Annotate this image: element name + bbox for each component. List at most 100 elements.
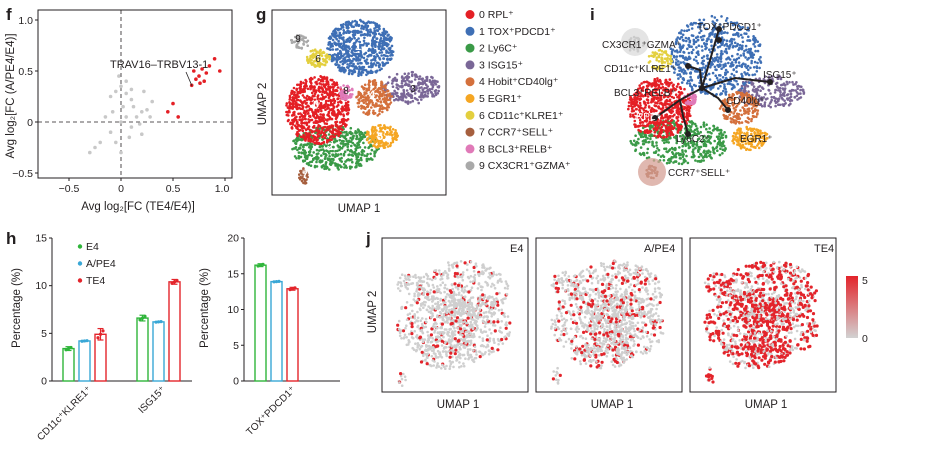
panel-f-points [88,57,222,155]
panel-f-point [194,77,198,81]
panel-g-frame [271,9,447,196]
panel-i-cluster-4 [718,91,760,125]
bar-ape4 [270,280,283,382]
bar-ytick: 5 [41,328,47,340]
panel-g-legend: 0 RPL⁺ 1 TOX⁺PDCD1⁺ 2 Ly6C⁺ 3 ISG15⁺ 4 Hobit… [465,9,571,172]
panel-j-cells [396,260,512,388]
panel-g-legend-swatch [465,161,475,171]
panel-g-legend-swatch [465,60,475,70]
panel-f-point [119,84,123,89]
panel-f-point [88,150,92,155]
panel-f-point [218,69,222,73]
panel-f-point [137,122,142,126]
bar-ytick: 15 [227,268,239,280]
bar-te4 [94,333,107,382]
panel-i-halo [621,28,649,56]
panel-f-point [192,69,196,73]
panel-f-ytick: −0.5 [12,168,33,180]
panel-i-cluster-1 [669,14,763,98]
panel-label-h: h [6,229,16,248]
panel-h-legend-label: TE4 [86,275,105,287]
bar-ape4 [152,321,165,382]
panel-g-umap-cells [285,18,441,185]
panel-label-i: i [590,5,595,24]
panel-g-legend-label: 4 Hobit⁺CD40lg⁺ [479,76,559,88]
panel-j-frame [535,237,683,393]
panel-j-cells [550,259,665,385]
panel-g-legend-swatch [465,144,475,154]
bar-e4 [62,347,75,382]
panel-j-xlabel: UMAP 1 [437,399,480,411]
panel-i-cluster-5 [731,125,769,152]
panel-f-point [197,74,201,78]
panel-f-point [140,132,144,136]
panel-i-label-ccr7: CCR7⁺SELL⁺ [668,168,730,179]
panel-j-xlabel: UMAP 1 [745,399,788,411]
panel-g-cluster-8 [339,84,354,101]
panel-f-point [98,140,102,145]
panel-f-point [134,115,139,119]
panel-i-trajectory-nodes [652,26,773,137]
bar-te4 [286,288,299,382]
panel-h-left-category: CD11c⁺KLRE1⁺ [35,384,94,443]
panel-j-title-e4: E4 [510,243,523,255]
panel-j-title-ape4: A/PE4 [644,243,675,255]
panel-f-xlabel: Avg log₂[FC (TE4/E4)] [81,201,195,213]
bar-te4 [168,281,181,382]
panel-f-point [108,130,113,134]
panel-h-right-category: TOX⁺PDCD1⁺ [244,384,298,438]
panel-j-colorbar-max: 5 [862,275,868,287]
panel-f-point [198,81,202,85]
panel-j-frame [689,237,837,393]
panel-i-label-egr1: EGR1⁺ [740,134,773,145]
panel-f-annotation-leader [185,71,193,87]
panel-f-point [119,120,123,124]
panel-f-point [124,115,128,119]
panel-j-frame [381,237,529,393]
panel-i-cluster-3 [737,75,806,109]
panel-h-legend-label: E4 [86,241,99,253]
panel-f-point [204,71,209,75]
panel-f-point [200,67,204,71]
panel-g-cluster-label-1: 1 [355,41,361,53]
panel-f-point [124,79,128,83]
panel-g-legend-label: 0 RPL⁺ [479,9,514,21]
panel-g-legend-label: 6 CD11c⁺KLRE1⁺ [479,110,564,122]
bar-ytick: 0 [233,376,239,388]
panel-g-umap: 1 0 2 3 4 5 6 7 8 9 UMAP 1 UMAP 2 [257,9,447,215]
panel-f-x-ticks: −0.5 0 0.5 1.0 [59,178,229,195]
panel-f-point [212,57,217,61]
panel-j-colorbar-min: 0 [862,333,868,345]
panel-f-point [207,64,212,68]
panel-f-scatter: TRAV16–TRBV13-1 −0.5 0 0.5 1.0 1.0 0.5 0… [5,9,233,213]
panel-g-cluster-label-5: 5 [377,131,383,143]
panel-g-cluster-label-3: 3 [410,84,416,95]
panel-g-cluster-6 [305,48,332,68]
panel-label-g: g [256,5,266,24]
panel-f-point [129,125,134,129]
panel-f-y-ticks: 1.0 0.5 0 −0.5 [12,15,38,180]
panel-h-left-bar-chart: Percentage (%) 0 5 10 15 CD11c⁺KLRE1⁺ ISG15… [11,233,192,443]
panel-g-cluster-5 [365,123,400,149]
panel-f-point [129,97,134,102]
panel-label-f: f [6,5,12,24]
bar-ytick: 0 [41,376,47,388]
panel-f-point [176,115,180,119]
panel-g-cluster-label-2: 2 [327,141,333,153]
panel-j-title-te4: TE4 [814,243,834,255]
panel-g-legend-swatch [465,43,475,53]
panel-f-ytick: 1.0 [18,15,33,27]
panel-f-point [202,79,206,83]
panel-g-cluster-label-4: 4 [369,89,376,101]
panel-i-cluster-6 [647,48,673,71]
panel-j-feature-umaps: UMAP 2 UMAP 1 UMAP 1 UMAP 1 E4 A/PE4 TE4… [367,237,868,411]
panel-f-xtick: 0.5 [166,183,181,195]
panel-f-ytick: 0 [27,117,33,129]
panel-f-point [110,110,115,114]
panel-f-point [119,150,123,155]
panel-f-xtick: 0 [118,183,124,195]
panel-g-cluster-7 [298,167,309,185]
panel-g-cluster-label-7: 7 [302,169,308,181]
panel-f-point [145,108,149,112]
